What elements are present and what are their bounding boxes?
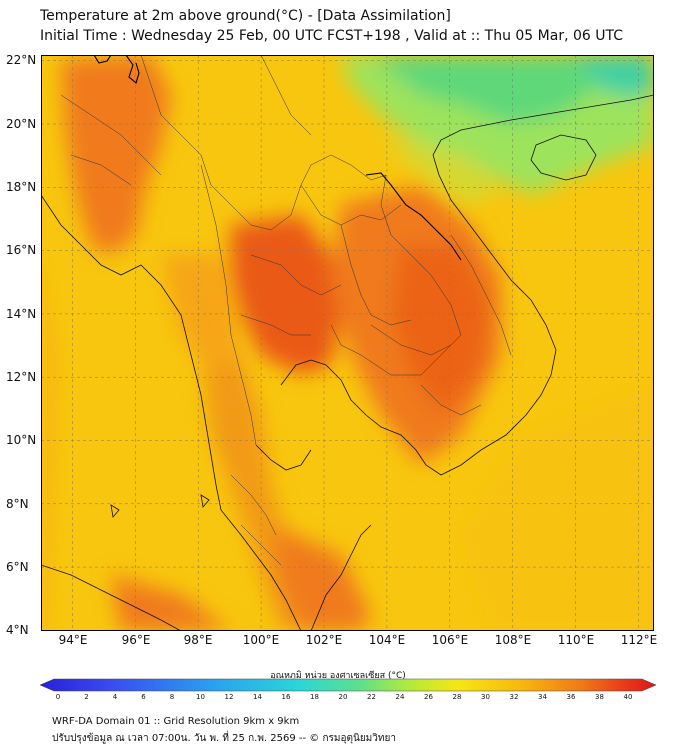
lon-label: 112°E xyxy=(620,633,658,647)
colorbar-tick: 24 xyxy=(395,693,405,701)
colorbar-tick: 0 xyxy=(55,693,61,701)
colorbar-tick: 2 xyxy=(84,693,89,701)
chart-title-block: Temperature at 2m above ground(°C) - [Da… xyxy=(40,6,623,46)
lon-label: 106°E xyxy=(431,633,469,647)
ocean-shading xyxy=(41,255,654,631)
graticule xyxy=(41,55,654,631)
admin-borders xyxy=(60,55,512,566)
colorbar-tick: 36 xyxy=(566,693,576,701)
map-title: Temperature at 2m above ground(°C) - [Da… xyxy=(40,8,451,24)
lon-label: 96°E xyxy=(121,633,151,647)
country-borders xyxy=(93,55,462,261)
footer-update-info: ปรับปรุงข้อมูล ณ เวลา 07:00น. วัน พ. ที่… xyxy=(52,733,396,744)
colorbar-tick: 34 xyxy=(538,693,547,701)
temperature-map xyxy=(41,55,654,631)
lat-label: 16°N xyxy=(6,243,37,257)
colorbar-tick: 8 xyxy=(169,693,175,701)
colorbar-tick: 38 xyxy=(595,693,604,701)
colorbar-tick: 20 xyxy=(338,693,348,701)
lat-label: 12°N xyxy=(6,370,37,384)
lon-label: 110°E xyxy=(557,633,595,647)
lat-label: 8°N xyxy=(6,497,29,511)
lon-label: 100°E xyxy=(242,633,280,647)
map-frame xyxy=(41,55,654,631)
coastlines xyxy=(41,94,654,631)
colorbar-tick: 32 xyxy=(509,693,519,701)
colorbar-tick: 12 xyxy=(224,693,234,701)
colorbar-tick: 4 xyxy=(112,693,118,701)
lat-label: 6°N xyxy=(6,560,29,574)
colorbar-tick: 16 xyxy=(281,693,291,701)
colorbar xyxy=(40,678,656,692)
warm-regions xyxy=(61,55,501,631)
colorbar-tick: 26 xyxy=(424,693,433,701)
colorbar-tick: 14 xyxy=(253,693,262,701)
lon-label: 108°E xyxy=(494,633,532,647)
lat-label: 10°N xyxy=(6,433,37,447)
lat-label: 4°N xyxy=(6,623,29,637)
map-canvas xyxy=(41,55,654,631)
lat-label: 22°N xyxy=(6,53,37,67)
colorbar-tick: 30 xyxy=(481,693,490,701)
map-subtitle: Initial Time : Wednesday 25 Feb, 00 UTC … xyxy=(40,28,623,44)
footer-grid-info: WRF-DA Domain 01 :: Grid Resolution 9km … xyxy=(52,716,300,727)
colorbar-tick: 28 xyxy=(452,693,462,701)
colorbar-tick: 40 xyxy=(623,693,633,701)
lon-label: 98°E xyxy=(183,633,213,647)
colorbar-tick: 10 xyxy=(196,693,205,701)
colorbar-label: อุณหภูมิ หน่วย องศาเซลเซียส (°C) xyxy=(270,671,406,681)
lon-label: 102°E xyxy=(305,633,343,647)
lat-label: 14°N xyxy=(6,307,37,321)
colorbar-tick: 6 xyxy=(141,693,146,701)
colorbar-tick: 18 xyxy=(310,693,319,701)
lon-label: 104°E xyxy=(368,633,406,647)
lat-label: 18°N xyxy=(6,180,37,194)
lon-label: 94°E xyxy=(58,633,88,647)
colorbar-tick: 22 xyxy=(367,693,376,701)
lat-label: 20°N xyxy=(6,117,37,131)
